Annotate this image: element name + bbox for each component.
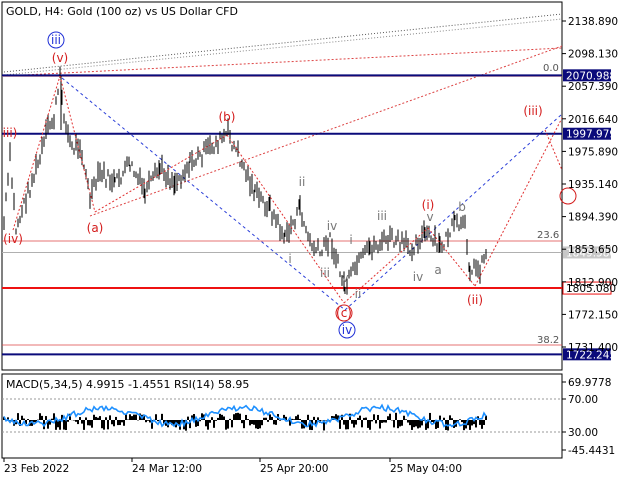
wave-label: (i) <box>422 198 435 212</box>
wave-label: iii) <box>3 126 18 140</box>
wave-projection <box>544 129 563 171</box>
price-tick-label: 2098.130 <box>568 49 618 61</box>
wave-connector <box>59 75 96 213</box>
wave-label: iii <box>51 33 61 47</box>
wave-label: a <box>434 263 441 277</box>
time-tick-label: 25 May 04:00 <box>390 463 462 475</box>
wave-label: (b) <box>219 110 236 124</box>
price-label-box <box>563 127 611 140</box>
wave-label: (iii) <box>523 104 542 118</box>
wave-label: v <box>426 210 433 224</box>
wave-label: (a) <box>87 221 104 235</box>
indicator-frame <box>1 373 563 459</box>
wave-connector <box>343 227 429 304</box>
fib-23-6-label: 23.6 <box>537 230 559 241</box>
wave-connector <box>427 227 476 287</box>
red-channel-line <box>3 47 563 77</box>
wave-label: v <box>341 271 348 285</box>
price-tick-label: 1853.650 <box>568 244 618 256</box>
time-tick-label: 25 Apr 20:00 <box>260 463 328 475</box>
wave-label: (c) <box>336 306 352 320</box>
wave-label: b <box>458 200 466 214</box>
wave-label: ii <box>299 175 306 189</box>
price-label: 2070.988 <box>566 70 616 82</box>
indicator-tick-label: 30.00 <box>568 427 598 439</box>
time-tick-label: 24 Mar 12:00 <box>132 463 202 475</box>
price-tick-label: 1812.900 <box>568 277 618 289</box>
price-label: 1849.580 <box>566 247 616 259</box>
wave-label: iii <box>320 266 330 280</box>
indicator-tick-label: 69.9778 <box>568 377 611 389</box>
price-tick-label: 1772.150 <box>568 309 618 321</box>
wave-label: ii <box>355 287 362 301</box>
rsi-line <box>3 403 487 428</box>
price-tick-label: 1975.890 <box>568 146 618 158</box>
wave-label-circle <box>47 31 65 49</box>
price-label-box <box>563 348 611 361</box>
wave-label: iv <box>342 323 352 337</box>
upper-channel-line <box>3 13 563 73</box>
indicator-tick-label: 70.00 <box>568 394 598 406</box>
wave-label: (v) <box>52 51 68 65</box>
price-tick-label: 1935.140 <box>568 179 618 191</box>
indicator-title: MACD(5,34,5) 4.9915 -1.4551 RSI(14) 58.9… <box>6 378 249 391</box>
price-label: 1805.080 <box>566 283 616 295</box>
wave-label-circle <box>335 304 353 322</box>
wave-connector <box>94 134 228 213</box>
wave-label: iii <box>377 209 387 223</box>
blue-wave-line <box>61 77 346 311</box>
price-label-box <box>563 69 611 82</box>
price-tick-label: 2016.640 <box>568 114 618 126</box>
wave-label-circle <box>338 321 356 339</box>
wave-label: i <box>349 233 352 247</box>
price-tick-label: 2057.390 <box>568 81 618 93</box>
price-label: 1997.979 <box>566 129 616 141</box>
wave-label: iv <box>327 219 337 233</box>
upper-channel-line-2 <box>3 18 563 76</box>
indicator-tick-label: -45.4431 <box>568 445 615 457</box>
price-label-box <box>563 246 611 259</box>
wave-label: i <box>288 252 291 266</box>
fib-38-2-label: 38.2 <box>537 335 559 346</box>
wave-label: (ii) <box>467 293 483 307</box>
wave-connector <box>474 117 563 287</box>
time-tick-label: 23 Feb 2022 <box>4 463 69 475</box>
chart-title: GOLD, H4: Gold (100 oz) vs US Dollar CFD <box>6 5 238 18</box>
price-label: 1722.245 <box>566 349 616 361</box>
price-tick-label: 2138.890 <box>568 16 618 28</box>
wave-label: iv <box>413 270 423 284</box>
price-tick-label: 1731.400 <box>568 342 618 354</box>
wave-label: (iv) <box>3 232 23 246</box>
price-tick-label: 1894.390 <box>568 212 618 224</box>
wave-label-circle-offscreen <box>559 187 577 205</box>
price-label-box <box>562 281 612 295</box>
wave-connector <box>12 75 61 231</box>
fib-0-label: 0.0 <box>543 63 559 74</box>
main-chart-frame <box>1 1 563 371</box>
